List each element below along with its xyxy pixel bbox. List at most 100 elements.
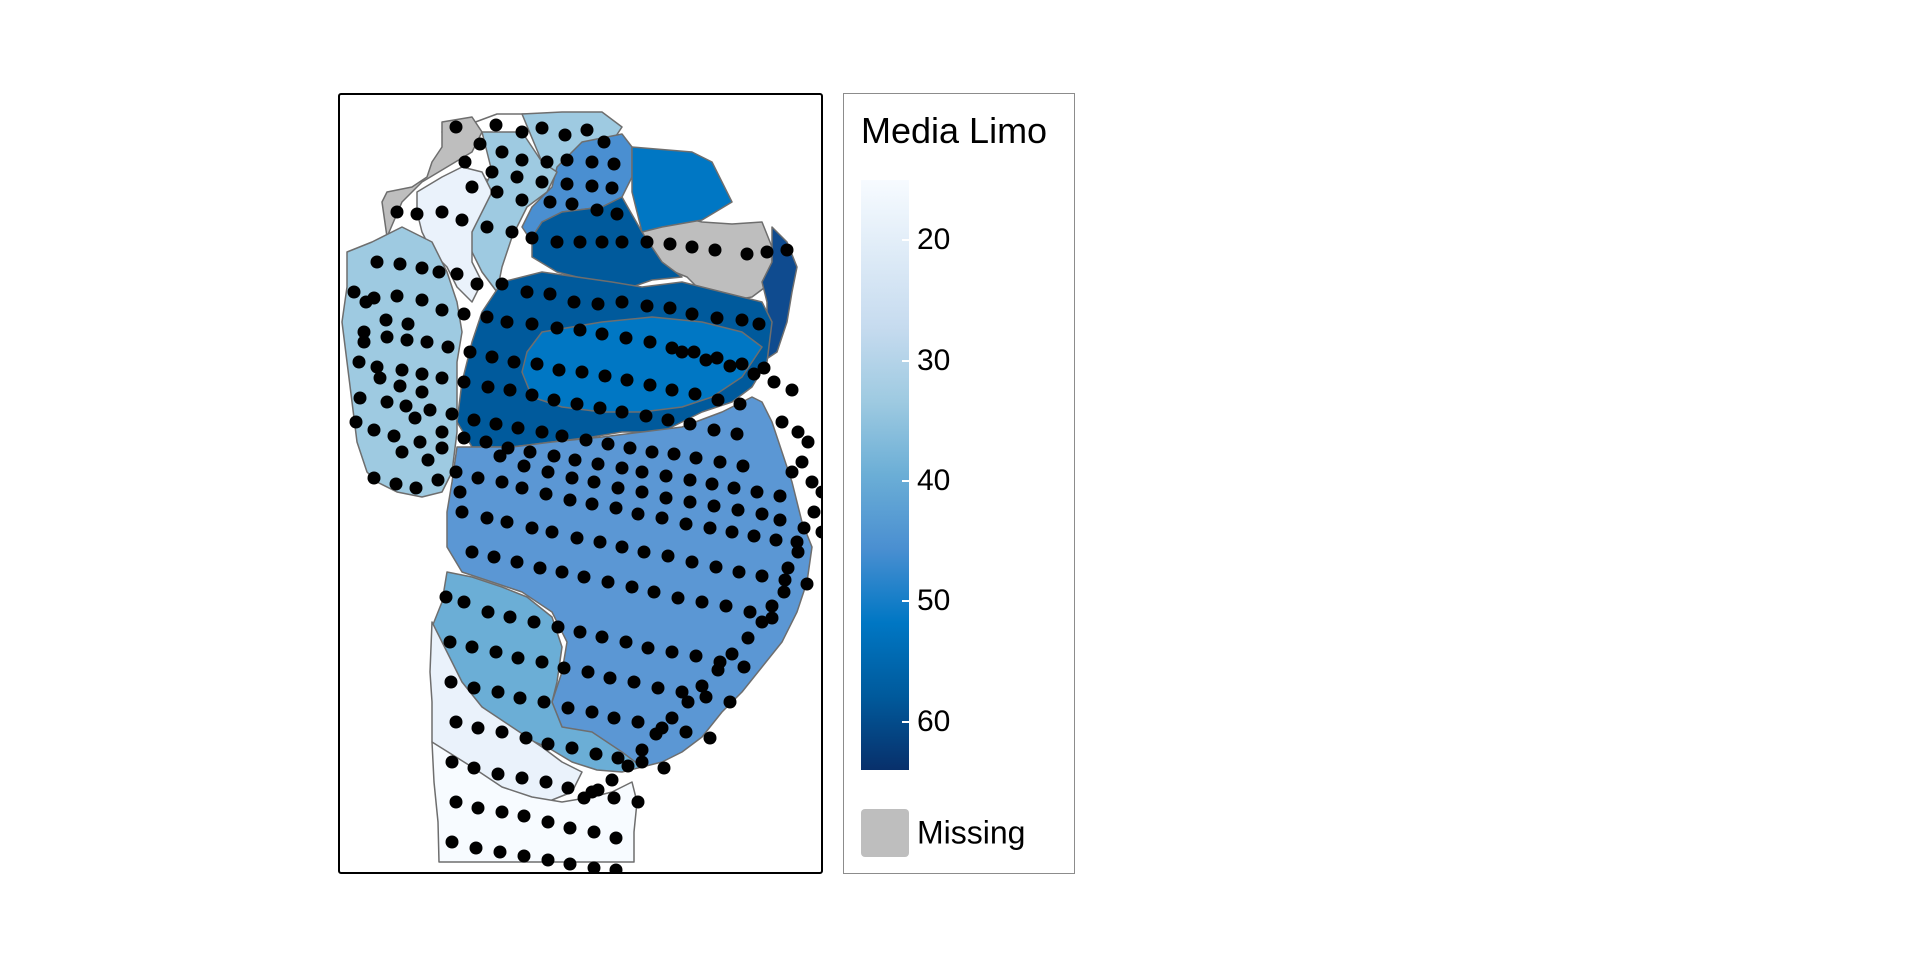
sample-point xyxy=(563,493,577,507)
sample-point xyxy=(665,711,679,725)
sample-point xyxy=(500,515,514,529)
sample-point xyxy=(635,743,649,757)
sample-point xyxy=(435,441,449,455)
sample-point xyxy=(457,431,471,445)
sample-point xyxy=(485,165,499,179)
sample-point xyxy=(420,335,434,349)
sample-point xyxy=(659,469,673,483)
sample-point xyxy=(515,193,529,207)
sample-point xyxy=(445,835,459,849)
sample-point xyxy=(543,287,557,301)
sample-point xyxy=(558,128,572,142)
sample-point xyxy=(347,285,361,299)
sample-point xyxy=(747,529,761,543)
sample-point xyxy=(780,243,794,257)
sample-point xyxy=(575,365,589,379)
map-panel xyxy=(338,93,823,874)
sample-point xyxy=(755,569,769,583)
sample-point xyxy=(609,831,623,845)
map-region xyxy=(431,741,638,863)
legend-tick-label: 20 xyxy=(917,223,951,257)
sample-point xyxy=(723,359,737,373)
sample-point xyxy=(675,685,689,699)
sample-point xyxy=(568,453,582,467)
sample-point xyxy=(449,120,463,134)
sample-point xyxy=(585,705,599,719)
sample-point xyxy=(463,345,477,359)
sample-point xyxy=(390,205,404,219)
legend-tick-mark xyxy=(902,720,909,723)
sample-point xyxy=(747,367,761,381)
sample-point xyxy=(785,465,799,479)
sample-point xyxy=(785,383,799,397)
sample-point xyxy=(552,363,566,377)
sample-point xyxy=(485,350,499,364)
sample-point xyxy=(373,371,387,385)
sample-point xyxy=(615,295,629,309)
sample-point xyxy=(685,240,699,254)
sample-point xyxy=(399,399,413,413)
sample-point xyxy=(523,445,537,459)
missing-label: Missing xyxy=(917,814,1026,851)
sample-point xyxy=(740,247,754,261)
sample-point xyxy=(525,388,539,402)
sample-point xyxy=(577,570,591,584)
sample-point xyxy=(581,665,595,679)
sample-point xyxy=(631,507,645,521)
sample-point xyxy=(353,391,367,405)
sample-point xyxy=(550,321,564,335)
sample-point xyxy=(651,681,665,695)
sample-point xyxy=(421,453,435,467)
sample-point xyxy=(741,631,755,645)
sample-point xyxy=(611,481,625,495)
sample-point xyxy=(731,503,745,517)
sample-point xyxy=(733,397,747,411)
sample-point xyxy=(591,297,605,311)
sample-point xyxy=(565,471,579,485)
sample-point xyxy=(481,605,495,619)
sample-point xyxy=(441,340,455,354)
sample-point xyxy=(631,795,645,809)
sample-point xyxy=(465,180,479,194)
sample-point xyxy=(769,533,783,547)
sample-point xyxy=(627,675,641,689)
sample-point xyxy=(577,791,591,805)
sample-point xyxy=(390,289,404,303)
sample-point xyxy=(609,863,623,872)
sample-point xyxy=(517,809,531,823)
legend-tick-mark xyxy=(902,239,909,242)
legend-title: Media Limo xyxy=(861,110,1048,151)
sample-point xyxy=(681,695,695,709)
sample-point xyxy=(707,499,721,513)
sample-point xyxy=(619,331,633,345)
sample-point xyxy=(435,205,449,219)
sample-point xyxy=(595,327,609,341)
sample-point xyxy=(695,679,709,693)
sample-point xyxy=(450,267,464,281)
sample-point xyxy=(527,615,541,629)
sample-point xyxy=(370,360,384,374)
sample-point xyxy=(723,695,737,709)
sample-point xyxy=(458,155,472,169)
sample-point xyxy=(655,511,669,525)
sample-point xyxy=(445,755,459,769)
sample-point xyxy=(591,457,605,471)
sample-point xyxy=(795,455,809,469)
sample-point xyxy=(467,681,481,695)
sample-point xyxy=(413,435,427,449)
sample-point xyxy=(415,367,429,381)
sample-point xyxy=(537,695,551,709)
sample-point xyxy=(643,378,657,392)
sample-point xyxy=(757,361,771,375)
sample-point xyxy=(409,481,423,495)
sample-point xyxy=(663,301,677,315)
sample-point xyxy=(800,577,814,591)
sample-point xyxy=(557,661,571,675)
sample-point xyxy=(689,649,703,663)
sample-point xyxy=(400,333,414,347)
sample-point xyxy=(547,449,561,463)
legend-tick-label: 40 xyxy=(917,464,951,498)
sample-point xyxy=(635,755,649,769)
sample-point xyxy=(688,387,702,401)
sample-point xyxy=(593,535,607,549)
